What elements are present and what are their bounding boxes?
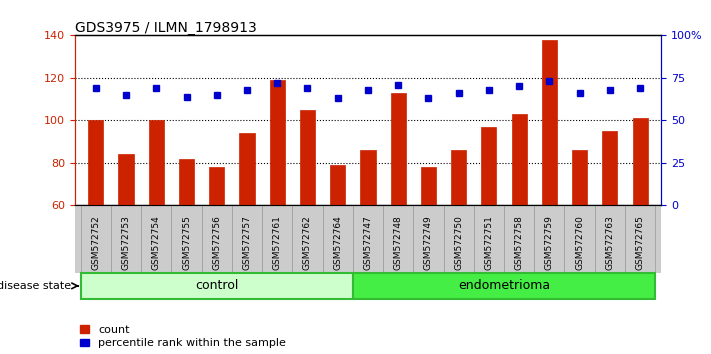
Bar bbox=[542, 40, 557, 205]
Text: GSM572757: GSM572757 bbox=[242, 215, 252, 270]
Bar bbox=[323, 205, 353, 273]
Bar bbox=[444, 205, 474, 273]
Text: GSM572759: GSM572759 bbox=[545, 215, 554, 270]
Bar bbox=[209, 167, 225, 205]
Text: GSM572761: GSM572761 bbox=[273, 215, 282, 270]
Bar bbox=[269, 80, 285, 205]
Text: GSM572753: GSM572753 bbox=[122, 215, 131, 270]
Bar bbox=[88, 120, 103, 205]
Bar bbox=[421, 167, 436, 205]
Bar bbox=[171, 205, 202, 273]
Text: GSM572751: GSM572751 bbox=[484, 215, 493, 270]
Bar bbox=[413, 205, 444, 273]
Bar bbox=[179, 159, 194, 205]
Text: GSM572750: GSM572750 bbox=[454, 215, 463, 270]
Text: GSM572747: GSM572747 bbox=[363, 215, 373, 270]
Bar bbox=[292, 205, 323, 273]
Legend: count, percentile rank within the sample: count, percentile rank within the sample bbox=[80, 325, 286, 348]
Text: control: control bbox=[195, 279, 238, 292]
Bar bbox=[504, 205, 534, 273]
Text: GSM572755: GSM572755 bbox=[182, 215, 191, 270]
Bar bbox=[451, 150, 466, 205]
Bar bbox=[81, 273, 353, 299]
Text: disease state: disease state bbox=[0, 281, 71, 291]
Bar bbox=[119, 154, 134, 205]
Text: GDS3975 / ILMN_1798913: GDS3975 / ILMN_1798913 bbox=[75, 21, 257, 35]
Bar bbox=[202, 205, 232, 273]
Text: GSM572758: GSM572758 bbox=[515, 215, 523, 270]
Bar bbox=[625, 205, 655, 273]
Bar bbox=[300, 110, 315, 205]
Text: GSM572763: GSM572763 bbox=[605, 215, 614, 270]
Text: GSM572764: GSM572764 bbox=[333, 215, 342, 270]
Text: GSM572754: GSM572754 bbox=[151, 215, 161, 270]
Bar bbox=[602, 131, 617, 205]
Bar bbox=[594, 205, 625, 273]
Bar bbox=[232, 205, 262, 273]
Text: endometrioma: endometrioma bbox=[458, 279, 550, 292]
Bar bbox=[633, 118, 648, 205]
Bar bbox=[353, 205, 383, 273]
Text: GSM572748: GSM572748 bbox=[394, 215, 402, 270]
Bar bbox=[565, 205, 594, 273]
Bar bbox=[481, 127, 496, 205]
Bar bbox=[383, 205, 413, 273]
Bar bbox=[330, 165, 346, 205]
Text: GSM572749: GSM572749 bbox=[424, 215, 433, 270]
Bar bbox=[511, 114, 527, 205]
Bar bbox=[390, 93, 406, 205]
Bar bbox=[149, 120, 164, 205]
Bar bbox=[353, 273, 655, 299]
Text: GSM572760: GSM572760 bbox=[575, 215, 584, 270]
Bar bbox=[141, 205, 171, 273]
Text: GSM572752: GSM572752 bbox=[91, 215, 100, 270]
Bar bbox=[534, 205, 565, 273]
Bar bbox=[81, 205, 111, 273]
Bar bbox=[474, 205, 504, 273]
Text: GSM572756: GSM572756 bbox=[213, 215, 221, 270]
Bar bbox=[111, 205, 141, 273]
Bar bbox=[240, 133, 255, 205]
Bar bbox=[262, 205, 292, 273]
Bar bbox=[572, 150, 587, 205]
Bar bbox=[360, 150, 375, 205]
Text: GSM572765: GSM572765 bbox=[636, 215, 645, 270]
Text: GSM572762: GSM572762 bbox=[303, 215, 312, 270]
